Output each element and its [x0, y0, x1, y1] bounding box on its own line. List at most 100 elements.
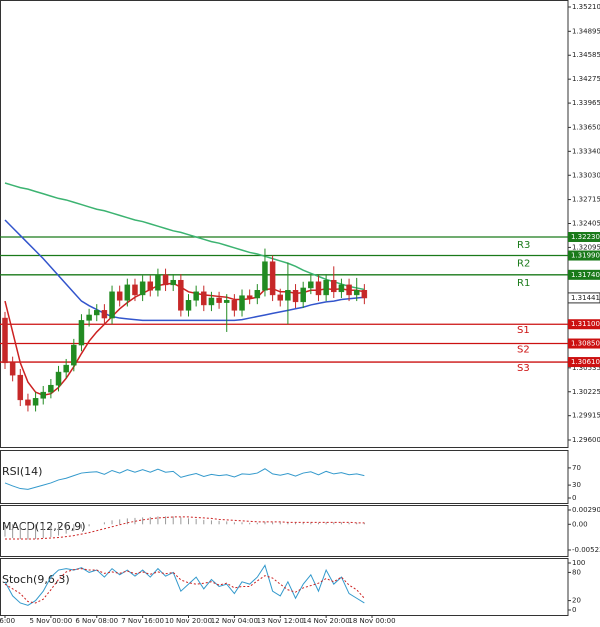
candle-body: [101, 310, 108, 319]
candle-body: [208, 297, 215, 306]
candle-body: [40, 391, 46, 399]
candle-body: [231, 300, 238, 311]
candle-body: [25, 399, 31, 406]
y-tick-label: 70: [572, 464, 581, 472]
level-label-box: [568, 357, 600, 368]
candle-body: [139, 281, 146, 296]
x-tick-label: 7 Nov 16:00: [121, 617, 164, 625]
panel-frame: [0, 558, 569, 616]
x-tick-label: 10 Nov 20:00: [165, 617, 212, 625]
level-label-box: [568, 338, 600, 349]
candle-body: [116, 291, 123, 301]
level-name: S1: [517, 325, 530, 336]
x-tick-label: 6 Nov 08:00: [75, 617, 118, 625]
indicator-line: [4, 468, 365, 490]
level-label: 1.31990: [571, 252, 600, 260]
indicator-line: [4, 564, 365, 606]
candle-body: [193, 291, 199, 301]
candle-body: [323, 279, 329, 296]
y-tick-label: 1.33650: [572, 123, 600, 131]
candle-body: [155, 274, 161, 291]
y-tick-label: 1.33340: [572, 147, 600, 155]
candle-body: [185, 300, 192, 311]
candle-body: [223, 300, 230, 303]
candle-body: [71, 344, 77, 366]
y-tick-label: 1.33965: [572, 99, 600, 107]
candle-body: [201, 291, 207, 306]
candle-body: [292, 290, 299, 303]
y-tick-label: 1.35210: [572, 3, 600, 11]
y-tick-label: 20: [572, 597, 581, 605]
candle-body: [308, 281, 314, 289]
y-tick-label: 0.00: [572, 520, 588, 528]
y-tick-label: 1.34895: [572, 27, 600, 35]
candle-body: [285, 290, 291, 301]
candle-body: [48, 384, 54, 393]
candle-body: [300, 287, 306, 303]
candle-body: [346, 284, 352, 296]
candle-body: [353, 290, 360, 296]
candle-body: [32, 398, 39, 406]
candle-body: [132, 284, 138, 296]
indicator-label: Stoch(9,6,3): [2, 573, 70, 586]
panel-frame: [0, 0, 569, 448]
x-tick-label: 16:00: [0, 617, 15, 625]
last-price-label: 1.31441: [571, 294, 600, 302]
y-tick-label: 0.002909: [572, 506, 600, 514]
y-tick-label: -0.005233: [572, 546, 600, 554]
candle-body: [124, 284, 131, 301]
candle-body: [78, 320, 85, 346]
y-tick-label: 1.30225: [572, 388, 600, 396]
candle-body: [239, 295, 245, 311]
y-tick-label: 1.33030: [572, 171, 600, 179]
candle-body: [162, 274, 169, 286]
indicator-label: MACD(12,26,9): [2, 520, 86, 533]
candle-body: [94, 310, 100, 316]
candle-body: [269, 261, 276, 296]
x-tick-label: 12 Nov 04:00: [211, 617, 258, 625]
candle-body: [216, 297, 222, 303]
candle-body: [315, 281, 322, 296]
y-tick-label: 1.32095: [572, 243, 600, 251]
x-tick-label: 18 Nov 00:00: [348, 617, 395, 625]
level-name: R2: [517, 259, 530, 270]
panel-frame: [0, 505, 569, 557]
candle-body: [246, 295, 253, 299]
level-label: 1.30610: [571, 358, 600, 366]
y-tick-label: 1.30535: [572, 364, 600, 372]
level-label-box: [568, 232, 600, 243]
candle-body: [331, 279, 337, 293]
level-label: 1.31740: [571, 271, 600, 279]
candle-body: [63, 364, 69, 373]
level-label: 1.31100: [571, 320, 600, 328]
candle-body: [262, 261, 268, 291]
candle-body: [170, 279, 176, 286]
level-name: S2: [517, 345, 530, 356]
candle-body: [109, 291, 115, 319]
y-tick-label: 0: [572, 494, 576, 502]
level-name: R1: [517, 278, 530, 289]
y-tick-label: 1.29600: [572, 436, 600, 444]
last-price-box: [567, 292, 600, 304]
indicator-line: [5, 516, 365, 540]
x-tick-label: 13 Nov 12:00: [257, 617, 304, 625]
y-tick-label: 1.34275: [572, 75, 600, 83]
level-label-box: [568, 250, 600, 261]
level-name: R3: [517, 240, 530, 251]
indicator-line: [4, 219, 365, 322]
candle-body: [361, 290, 368, 299]
y-tick-label: 30: [572, 481, 581, 489]
y-tick-label: 100: [572, 559, 585, 567]
y-tick-label: 1.32405: [572, 220, 600, 228]
y-tick-label: 1.34585: [572, 51, 600, 59]
candle-body: [9, 362, 16, 376]
candle-body: [86, 314, 92, 321]
candle-body: [254, 290, 261, 299]
level-label-box: [568, 269, 600, 280]
candle-body: [277, 294, 283, 301]
y-tick-label: 1.29915: [572, 412, 600, 420]
panel-frame: [0, 450, 569, 504]
indicator-line: [4, 182, 365, 291]
